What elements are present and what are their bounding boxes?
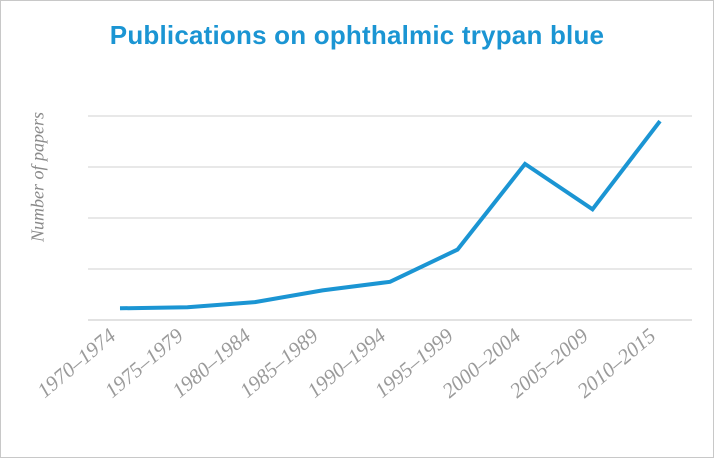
series-line-0	[119, 119, 662, 311]
chart-title: Publications on ophthalmic trypan blue	[109, 20, 605, 50]
series-layer	[119, 119, 662, 311]
x-tick-labels: 1970–19741975–19791980–19841985–19891990…	[32, 323, 660, 402]
gridlines	[88, 115, 692, 321]
